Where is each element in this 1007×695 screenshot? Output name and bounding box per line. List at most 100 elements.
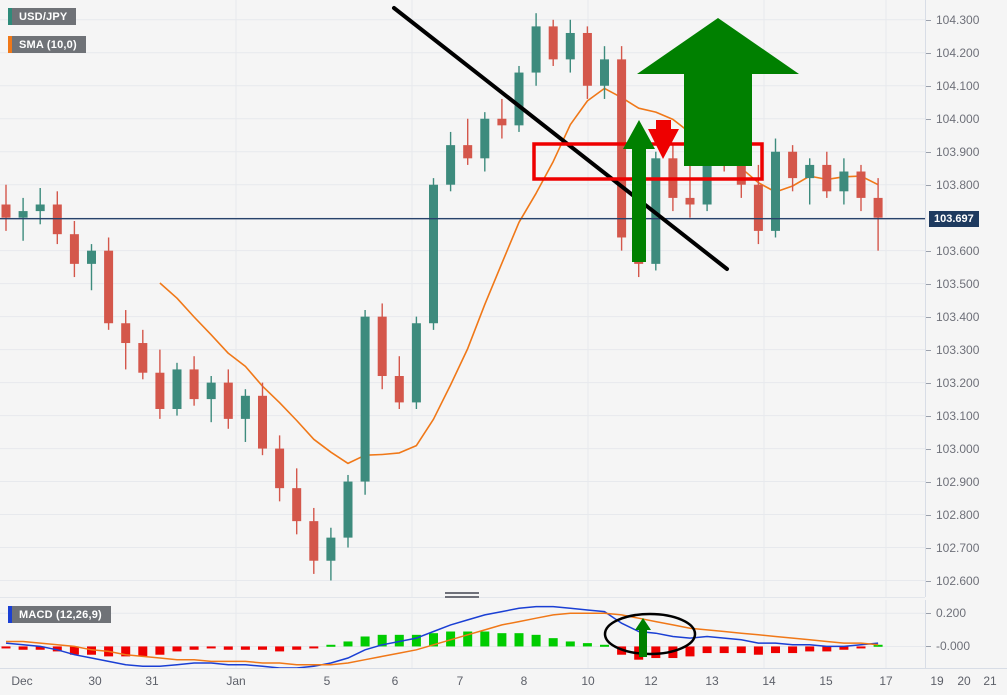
candle-body [240, 395, 250, 419]
macd-signal-line [6, 612, 879, 666]
candle-body [736, 158, 746, 185]
legend-macd[interactable]: MACD (12,26,9) [8, 606, 111, 623]
macd-histogram-bar [172, 646, 182, 652]
candle-body [87, 250, 96, 264]
macd-histogram-bar [343, 641, 353, 647]
macd-histogram-bar [514, 633, 524, 647]
candle-body [873, 197, 883, 218]
candle-body [1, 204, 11, 218]
macd-ellipse [603, 612, 697, 656]
price-axis-tick [926, 250, 931, 252]
price-axis-tick [926, 382, 931, 384]
price-axis-tick [926, 52, 931, 54]
legend-sma[interactable]: SMA (10,0) [8, 36, 86, 53]
price-axis-label: 103.800 [936, 177, 980, 192]
macd-histogram-bar [18, 646, 28, 650]
macd-histogram-bar [1, 646, 11, 649]
macd-histogram-bar [206, 646, 216, 649]
macd-histogram-bar [873, 644, 883, 647]
price-axis-label: 103.500 [936, 276, 980, 291]
candle-body [377, 316, 387, 377]
macd-histogram-bar [35, 646, 45, 650]
price-axis-tick [926, 316, 931, 318]
price-axis-label: 102.600 [936, 573, 980, 588]
price-axis-label: 102.900 [936, 474, 980, 489]
symbol-label: USD/JPY [19, 10, 68, 23]
price-axis-tick [926, 481, 931, 483]
candle-body [497, 118, 507, 126]
macd-histogram-bar [719, 646, 729, 654]
candle-body [617, 59, 627, 238]
candle-body [326, 537, 336, 561]
current-price-badge: 103.697 [929, 210, 979, 227]
macd-histogram-bar [309, 646, 319, 649]
macd-histogram-bar [411, 634, 421, 647]
macd-histogram-bar [223, 646, 233, 650]
macd-histogram-bar [292, 646, 302, 650]
candle-body [138, 343, 148, 373]
macd-axis-tick [926, 646, 931, 648]
price-axis-tick [926, 184, 931, 186]
candle-body [121, 323, 131, 344]
time-axis-label: 5 [323, 674, 331, 688]
macd-histogram-bar [805, 646, 815, 652]
price-axis-tick [926, 448, 931, 450]
time-axis-label: Jan [226, 674, 246, 688]
candle-body [702, 131, 712, 205]
legend-symbol[interactable]: USD/JPY [8, 8, 77, 25]
macd-histogram-bar [788, 646, 798, 654]
macd-histogram-bar [600, 644, 609, 647]
time-axis[interactable]: Dec 30 31 Jan 5 6 7 8 10 12 13 14 15 17 19 20 21 [0, 668, 1007, 695]
macd-histogram-bar [87, 646, 96, 655]
macd-axis-tick [926, 613, 931, 615]
price-axis-tick [926, 151, 931, 153]
time-axis-label: 20 [957, 674, 971, 688]
sma-color-swatch [8, 36, 12, 53]
candle-body [223, 382, 233, 419]
price-axis-tick [926, 547, 931, 549]
price-chart-canvas [0, 0, 925, 597]
candle-body [35, 204, 45, 212]
macd-histogram-bar [275, 646, 285, 652]
price-axis-label: 103.200 [936, 375, 980, 390]
price-chart-panel[interactable] [0, 0, 925, 597]
macd-histogram-bar [565, 641, 575, 647]
macd-histogram-bar [480, 631, 490, 647]
macd-histogram-bar [531, 634, 541, 647]
macd-histogram-bar [685, 646, 695, 657]
macd-histogram-bar [155, 646, 165, 655]
candle-body [480, 118, 490, 159]
price-axis-label: 104.200 [936, 45, 980, 60]
price-axis-label: 104.100 [936, 78, 980, 93]
candle-body [805, 164, 815, 179]
time-axis-label: Dec [11, 674, 33, 688]
time-axis-label: 31 [145, 674, 159, 688]
candle-body [104, 250, 114, 324]
candle-body [463, 145, 473, 159]
price-axis-tick [926, 118, 931, 120]
macd-histogram-bar [736, 646, 746, 654]
macd-histogram-bar [360, 636, 370, 647]
macd-histogram-bar [52, 646, 62, 652]
candle-body [189, 369, 199, 400]
candle-body [343, 481, 353, 538]
macd-histogram-bar [121, 646, 131, 657]
macd-chart-panel[interactable] [0, 600, 925, 668]
macd-histogram-bar [463, 631, 473, 647]
candle-body [685, 197, 695, 205]
macd-histogram-bar [258, 646, 267, 650]
price-axis-label: 103.300 [936, 342, 980, 357]
macd-axis[interactable]: 0.200 -0.000 [925, 600, 1007, 668]
candle-body [258, 395, 267, 449]
candle-body [514, 72, 524, 126]
macd-line [5, 605, 879, 668]
time-axis-label: 15 [819, 674, 833, 688]
candle-body [360, 316, 370, 482]
candle-body [788, 151, 798, 179]
price-axis-tick [926, 85, 931, 87]
candle-body [309, 521, 319, 561]
candle-body [771, 151, 780, 231]
macd-histogram-bar [702, 646, 712, 654]
price-axis[interactable]: 104.300 104.200 104.100 104.000 103.900 103.8… [925, 0, 1007, 597]
price-axis-label: 102.800 [936, 507, 980, 522]
